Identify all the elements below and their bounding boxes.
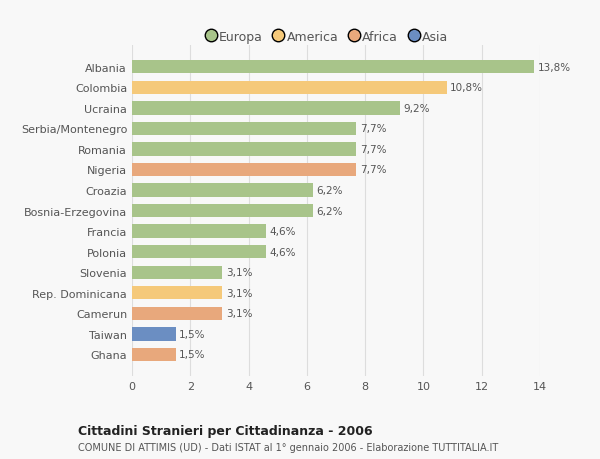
Text: 3,1%: 3,1% [226, 309, 253, 319]
Text: 7,7%: 7,7% [360, 124, 386, 134]
Bar [132, 143, 356, 156]
Bar [132, 307, 223, 320]
Text: 7,7%: 7,7% [360, 145, 386, 155]
Text: 1,5%: 1,5% [179, 350, 206, 360]
Bar [132, 286, 223, 300]
Text: 3,1%: 3,1% [226, 268, 253, 278]
Text: 1,5%: 1,5% [179, 329, 206, 339]
Bar [132, 246, 266, 259]
Text: Cittadini Stranieri per Cittadinanza - 2006: Cittadini Stranieri per Cittadinanza - 2… [78, 425, 373, 437]
Bar [132, 163, 356, 177]
Text: 4,6%: 4,6% [269, 227, 296, 237]
Text: 7,7%: 7,7% [360, 165, 386, 175]
Text: 13,8%: 13,8% [538, 62, 571, 73]
Bar [132, 348, 176, 361]
Bar [132, 61, 534, 74]
Text: 6,2%: 6,2% [316, 206, 343, 216]
Bar [132, 184, 313, 197]
Bar [132, 225, 266, 238]
Text: 6,2%: 6,2% [316, 185, 343, 196]
Text: COMUNE DI ATTIMIS (UD) - Dati ISTAT al 1° gennaio 2006 - Elaborazione TUTTITALIA: COMUNE DI ATTIMIS (UD) - Dati ISTAT al 1… [78, 442, 498, 452]
Bar [132, 328, 176, 341]
Text: 3,1%: 3,1% [226, 288, 253, 298]
Text: 9,2%: 9,2% [404, 104, 430, 113]
Text: 10,8%: 10,8% [450, 83, 483, 93]
Bar [132, 204, 313, 218]
Bar [132, 102, 400, 115]
Text: 4,6%: 4,6% [269, 247, 296, 257]
Bar [132, 123, 356, 136]
Legend: Europa, America, Africa, Asia: Europa, America, Africa, Asia [203, 26, 453, 49]
Bar [132, 81, 447, 95]
Bar [132, 266, 223, 280]
